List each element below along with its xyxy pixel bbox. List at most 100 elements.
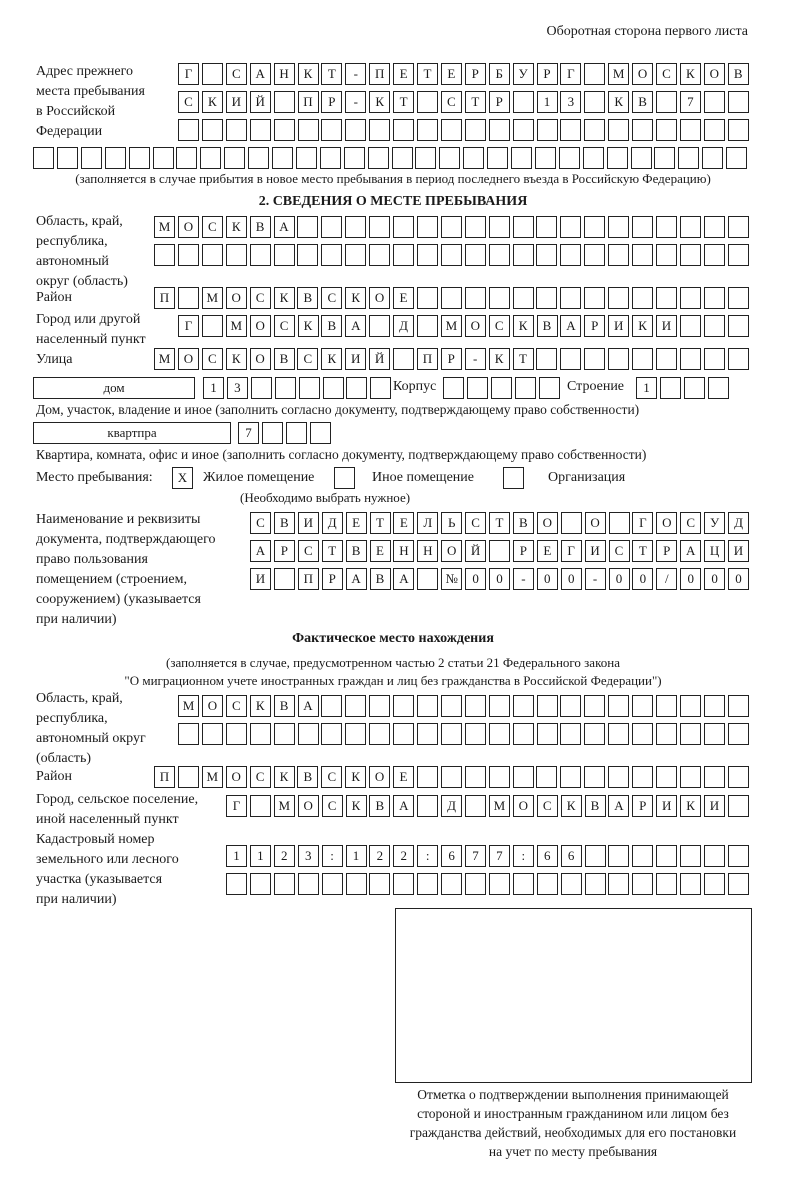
char-cell[interactable]: Г (560, 540, 582, 562)
char-cell[interactable]: А (345, 315, 367, 337)
char-cell[interactable]: 0 (680, 568, 702, 590)
char-cell[interactable] (727, 91, 749, 113)
char-cell[interactable] (538, 377, 560, 399)
char-cell[interactable]: 1 (226, 845, 247, 867)
char-cell[interactable]: 0 (704, 568, 726, 590)
char-cell[interactable] (322, 377, 344, 399)
char-cell[interactable]: К (369, 91, 391, 113)
char-cell[interactable]: Г (560, 63, 582, 85)
char-cell[interactable]: В (249, 216, 271, 238)
char-cell[interactable] (511, 147, 532, 169)
char-cell[interactable] (608, 244, 630, 266)
char-cell[interactable] (608, 723, 630, 745)
char-cell[interactable]: В (632, 91, 654, 113)
char-cell[interactable] (440, 287, 462, 309)
char-cell[interactable] (727, 873, 749, 895)
char-cell[interactable]: 3 (560, 91, 582, 113)
char-cell[interactable] (584, 348, 606, 370)
char-cell[interactable]: И (345, 348, 367, 370)
char-cell[interactable] (512, 244, 534, 266)
char-cell[interactable] (584, 873, 606, 895)
char-cell[interactable]: 6 (441, 845, 463, 867)
char-cell[interactable]: П (297, 568, 319, 590)
char-cell[interactable]: О (656, 512, 678, 534)
char-cell[interactable]: К (345, 795, 367, 817)
char-cell[interactable] (584, 216, 606, 238)
char-cell[interactable] (512, 287, 534, 309)
char-cell[interactable] (440, 766, 462, 788)
char-cell[interactable] (440, 244, 462, 266)
char-cell[interactable] (679, 315, 701, 337)
char-cell[interactable] (321, 216, 343, 238)
char-cell[interactable] (560, 244, 582, 266)
char-cell[interactable] (369, 315, 391, 337)
char-cell[interactable]: М (154, 348, 175, 370)
char-cell[interactable]: У (512, 63, 534, 85)
char-cell[interactable] (632, 845, 654, 867)
char-cell[interactable] (632, 244, 653, 266)
char-cell[interactable] (608, 216, 630, 238)
char-cell[interactable] (261, 422, 283, 444)
char-cell[interactable] (606, 147, 628, 169)
char-cell[interactable] (178, 119, 199, 141)
char-cell[interactable]: К (297, 63, 319, 85)
char-cell[interactable] (727, 695, 749, 717)
char-cell[interactable] (632, 216, 653, 238)
char-cell[interactable]: О (464, 315, 486, 337)
char-cell[interactable]: С (178, 91, 199, 113)
char-cell[interactable]: С (201, 216, 223, 238)
char-cell[interactable] (536, 287, 558, 309)
char-cell[interactable] (536, 119, 558, 141)
char-cell[interactable]: В (369, 568, 391, 590)
char-cell[interactable]: В (727, 63, 749, 85)
char-cell[interactable]: - (345, 63, 367, 85)
char-cell[interactable]: 3 (297, 845, 319, 867)
char-cell[interactable] (273, 723, 295, 745)
char-cell[interactable]: О (249, 315, 271, 337)
char-cell[interactable]: Е (369, 540, 391, 562)
char-cell[interactable]: Г (632, 512, 654, 534)
char-cell[interactable] (704, 845, 725, 867)
char-cell[interactable]: С (608, 540, 630, 562)
char-cell[interactable] (727, 287, 749, 309)
char-cell[interactable]: М (440, 315, 462, 337)
char-cell[interactable] (632, 119, 654, 141)
char-cell[interactable] (415, 147, 437, 169)
char-cell[interactable]: Р (632, 795, 654, 817)
char-cell[interactable]: Л (417, 512, 439, 534)
char-cell[interactable] (683, 377, 705, 399)
char-cell[interactable]: 0 (489, 568, 510, 590)
char-cell[interactable]: Д (321, 512, 343, 534)
char-cell[interactable]: Т (369, 512, 391, 534)
char-cell[interactable]: А (273, 216, 295, 238)
char-cell[interactable] (417, 119, 438, 141)
char-cell[interactable] (225, 244, 247, 266)
char-cell[interactable] (345, 695, 367, 717)
char-cell[interactable] (582, 147, 604, 169)
char-cell[interactable]: Е (393, 766, 414, 788)
char-cell[interactable] (297, 244, 319, 266)
flat-type-field[interactable]: квартпра (33, 422, 231, 444)
char-cell[interactable] (488, 244, 510, 266)
char-cell[interactable] (560, 512, 582, 534)
char-cell[interactable] (584, 766, 606, 788)
char-cell[interactable]: Й (465, 540, 487, 562)
char-cell[interactable]: Т (321, 540, 343, 562)
char-cell[interactable] (656, 723, 677, 745)
char-cell[interactable] (201, 119, 223, 141)
char-cell[interactable]: О (249, 348, 271, 370)
char-cell[interactable] (369, 119, 391, 141)
char-cell[interactable]: Р (321, 568, 343, 590)
char-cell[interactable] (608, 287, 630, 309)
char-cell[interactable]: 6 (560, 845, 582, 867)
char-cell[interactable] (512, 766, 534, 788)
char-cell[interactable] (464, 216, 486, 238)
char-cell[interactable]: 0 (632, 568, 654, 590)
char-cell[interactable] (417, 795, 439, 817)
char-cell[interactable] (488, 873, 510, 895)
char-cell[interactable] (679, 119, 701, 141)
char-cell[interactable] (104, 147, 126, 169)
char-cell[interactable]: К (632, 315, 654, 337)
char-cell[interactable] (632, 287, 653, 309)
char-cell[interactable]: В (345, 540, 367, 562)
